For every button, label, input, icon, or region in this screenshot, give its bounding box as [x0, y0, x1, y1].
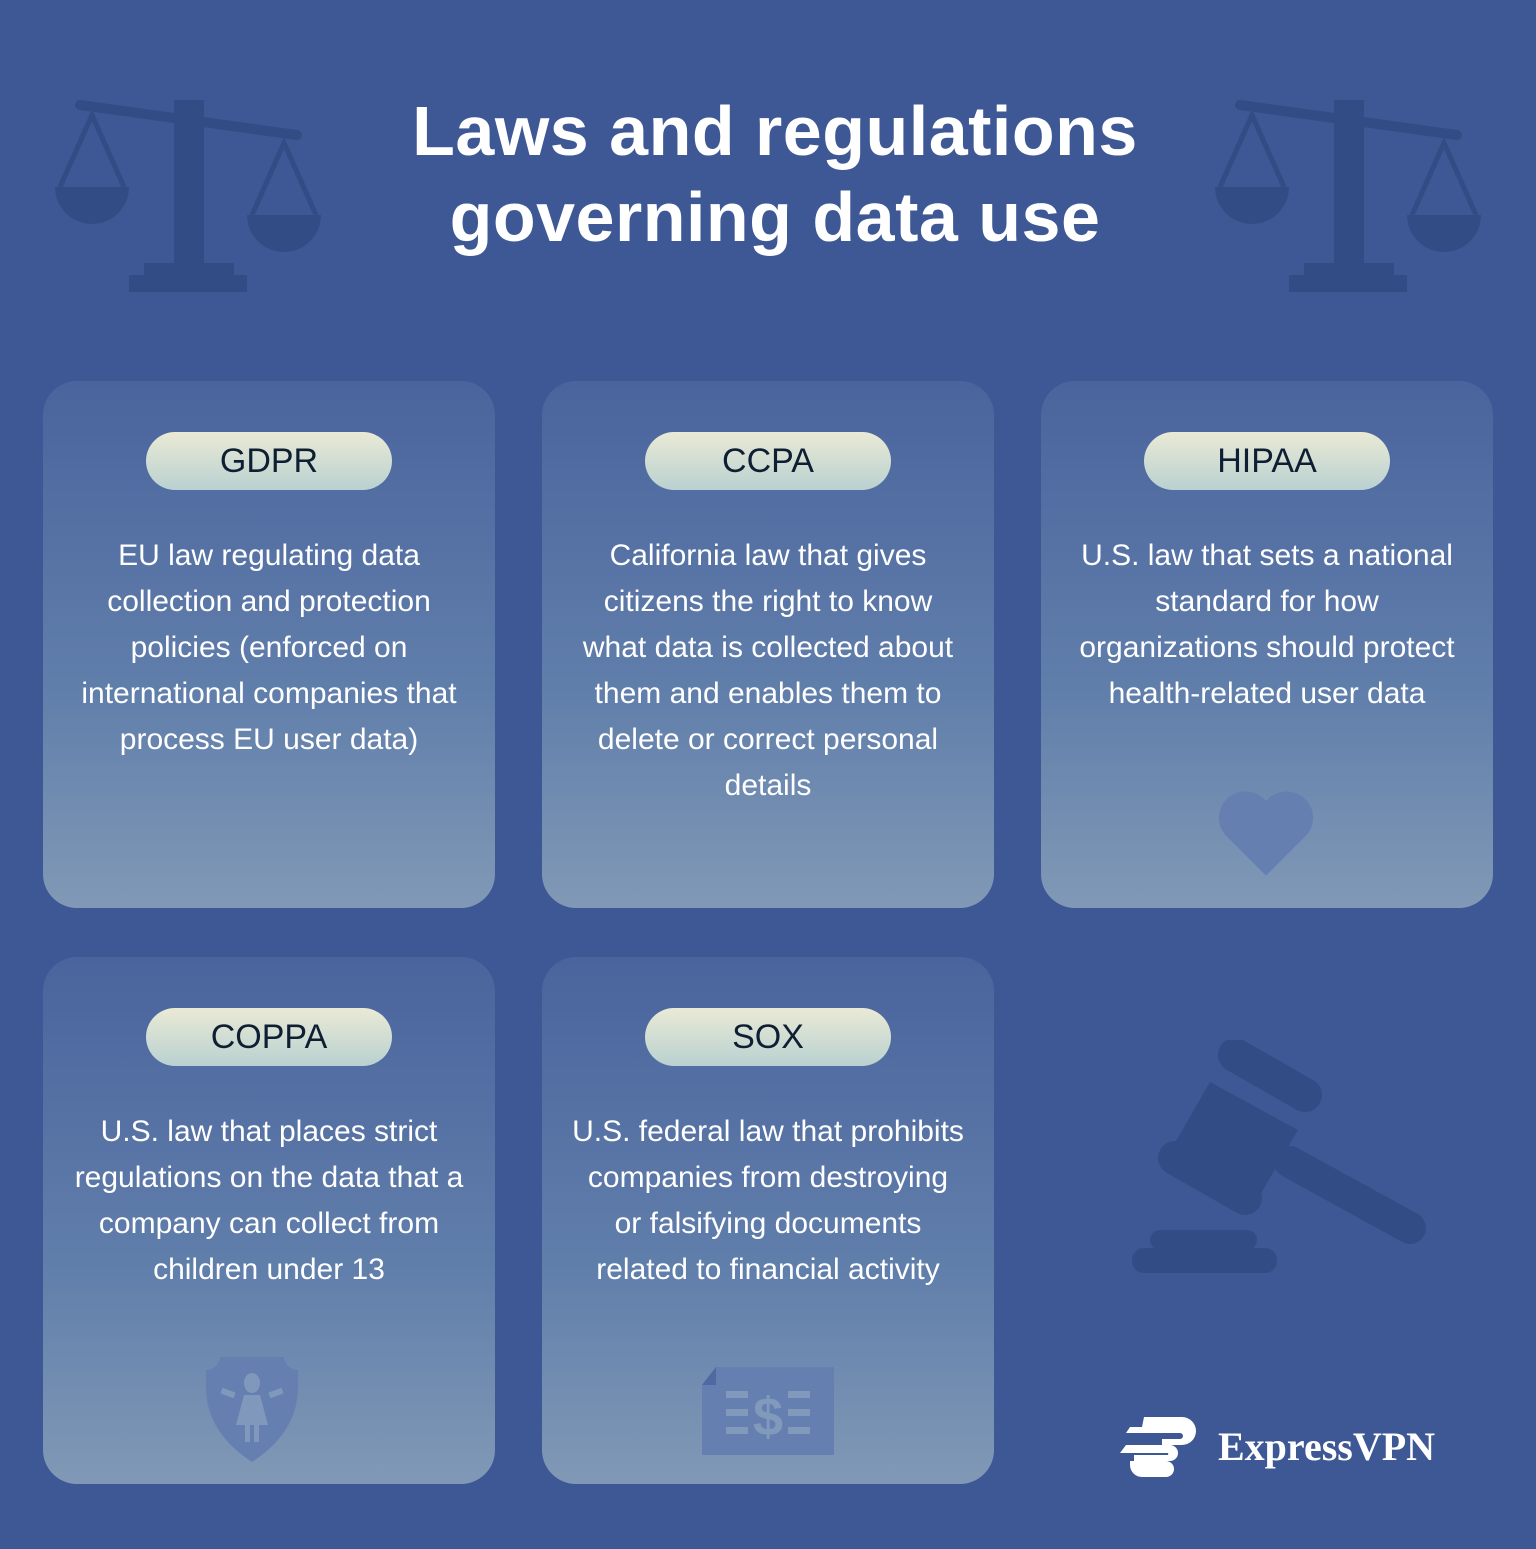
expressvpn-logo-icon — [1120, 1417, 1196, 1477]
law-badge: COPPA — [146, 1008, 392, 1066]
gavel-icon — [1132, 1040, 1426, 1273]
law-badge: HIPAA — [1144, 432, 1390, 490]
card-coppa: COPPA U.S. law that places strict regula… — [43, 957, 495, 1484]
scales-of-justice-icon — [1215, 100, 1481, 292]
brand-name: ExpressVPN — [1218, 1423, 1436, 1469]
title-line-2: governing data use — [449, 178, 1101, 256]
law-description: EU law regulating data collection and pr… — [81, 539, 457, 756]
title-line-1: Laws and regulations — [412, 92, 1138, 170]
scales-of-justice-icon — [55, 100, 321, 292]
child-shield-icon — [206, 1357, 298, 1462]
law-description: California law that gives citizens the r… — [582, 539, 954, 802]
card-ccpa: CCPA California law that gives citizens … — [542, 381, 994, 908]
law-badge: GDPR — [146, 432, 392, 490]
card-sox: SOX U.S. federal law that prohibits comp… — [542, 957, 994, 1484]
financial-document-icon: $ — [702, 1367, 834, 1455]
svg-text:$: $ — [753, 1387, 783, 1447]
law-badge: SOX — [645, 1008, 891, 1066]
law-description: U.S. federal law that prohibits companie… — [572, 1115, 964, 1286]
expressvpn-logo: ExpressVPN — [1120, 1415, 1435, 1477]
law-description: U.S. law that sets a national standard f… — [1079, 539, 1455, 710]
card-gdpr: GDPR EU law regulating data collection a… — [43, 381, 495, 908]
law-badge: CCPA — [645, 432, 891, 490]
law-description: U.S. law that places strict regulations … — [74, 1115, 464, 1286]
heart-icon — [1218, 791, 1314, 876]
page-title: Laws and regulations governing data use — [300, 88, 1250, 260]
card-hipaa: HIPAA U.S. law that sets a national stan… — [1041, 381, 1493, 908]
